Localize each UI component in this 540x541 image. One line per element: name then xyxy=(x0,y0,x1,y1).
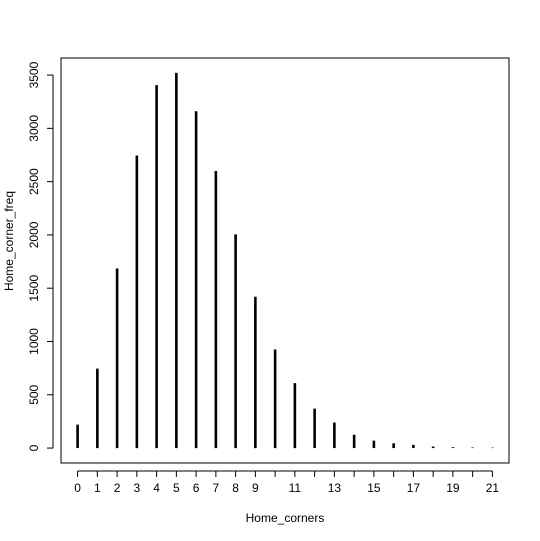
x-tick-label-4: 4 xyxy=(153,481,160,495)
x-tick-label-11: 11 xyxy=(289,481,302,495)
y-tick-label-1000: 1000 xyxy=(27,328,41,355)
y-tick-label-1500: 1500 xyxy=(27,275,41,302)
plot-frame xyxy=(60,57,510,464)
y-tick-label-2000: 2000 xyxy=(27,221,41,248)
x-tick-label-8: 8 xyxy=(232,481,239,495)
x-tick-label-9: 9 xyxy=(252,481,259,495)
x-tick-label-6: 6 xyxy=(193,481,200,495)
y-tick-label-0: 0 xyxy=(27,444,41,451)
x-tick-label-21: 21 xyxy=(486,481,500,495)
y-axis: 0 500 1000 1500 2000 2500 3000 3500 xyxy=(27,61,54,451)
x-tick-label-17: 17 xyxy=(407,481,421,495)
x-tick-label-3: 3 xyxy=(134,481,141,495)
y-tick-label-2500: 2500 xyxy=(27,168,41,195)
x-tick-label-7: 7 xyxy=(213,481,220,495)
x-tick-label-5: 5 xyxy=(173,481,180,495)
y-tick-label-500: 500 xyxy=(27,384,41,404)
x-tick-label-19: 19 xyxy=(446,481,460,495)
bars-group xyxy=(76,72,494,449)
y-tick-label-3000: 3000 xyxy=(27,115,41,142)
x-axis-label: Home_corners xyxy=(246,511,325,525)
x-tick-label-13: 13 xyxy=(328,481,342,495)
x-tick-label-15: 15 xyxy=(367,481,381,495)
x-tick-label-0: 0 xyxy=(74,481,81,495)
y-axis-label: Home_corner_freq xyxy=(2,191,16,291)
y-tick-label-3500: 3500 xyxy=(27,61,41,88)
x-tick-label-2: 2 xyxy=(114,481,121,495)
x-axis: 0 1 2 3 4 5 6 7 8 9 11 13 15 17 19 21 xyxy=(74,470,500,495)
x-tick-label-1: 1 xyxy=(94,481,101,495)
